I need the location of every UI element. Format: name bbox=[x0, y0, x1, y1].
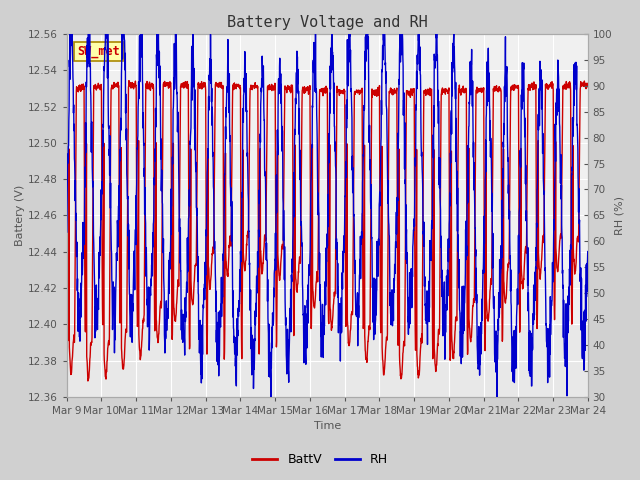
X-axis label: Time: Time bbox=[314, 421, 341, 432]
Legend: BattV, RH: BattV, RH bbox=[248, 448, 392, 471]
Text: SW_met: SW_met bbox=[77, 45, 120, 58]
Y-axis label: RH (%): RH (%) bbox=[615, 196, 625, 235]
Bar bbox=[67, 34, 588, 324]
Y-axis label: Battery (V): Battery (V) bbox=[15, 185, 25, 246]
Title: Battery Voltage and RH: Battery Voltage and RH bbox=[227, 15, 428, 30]
